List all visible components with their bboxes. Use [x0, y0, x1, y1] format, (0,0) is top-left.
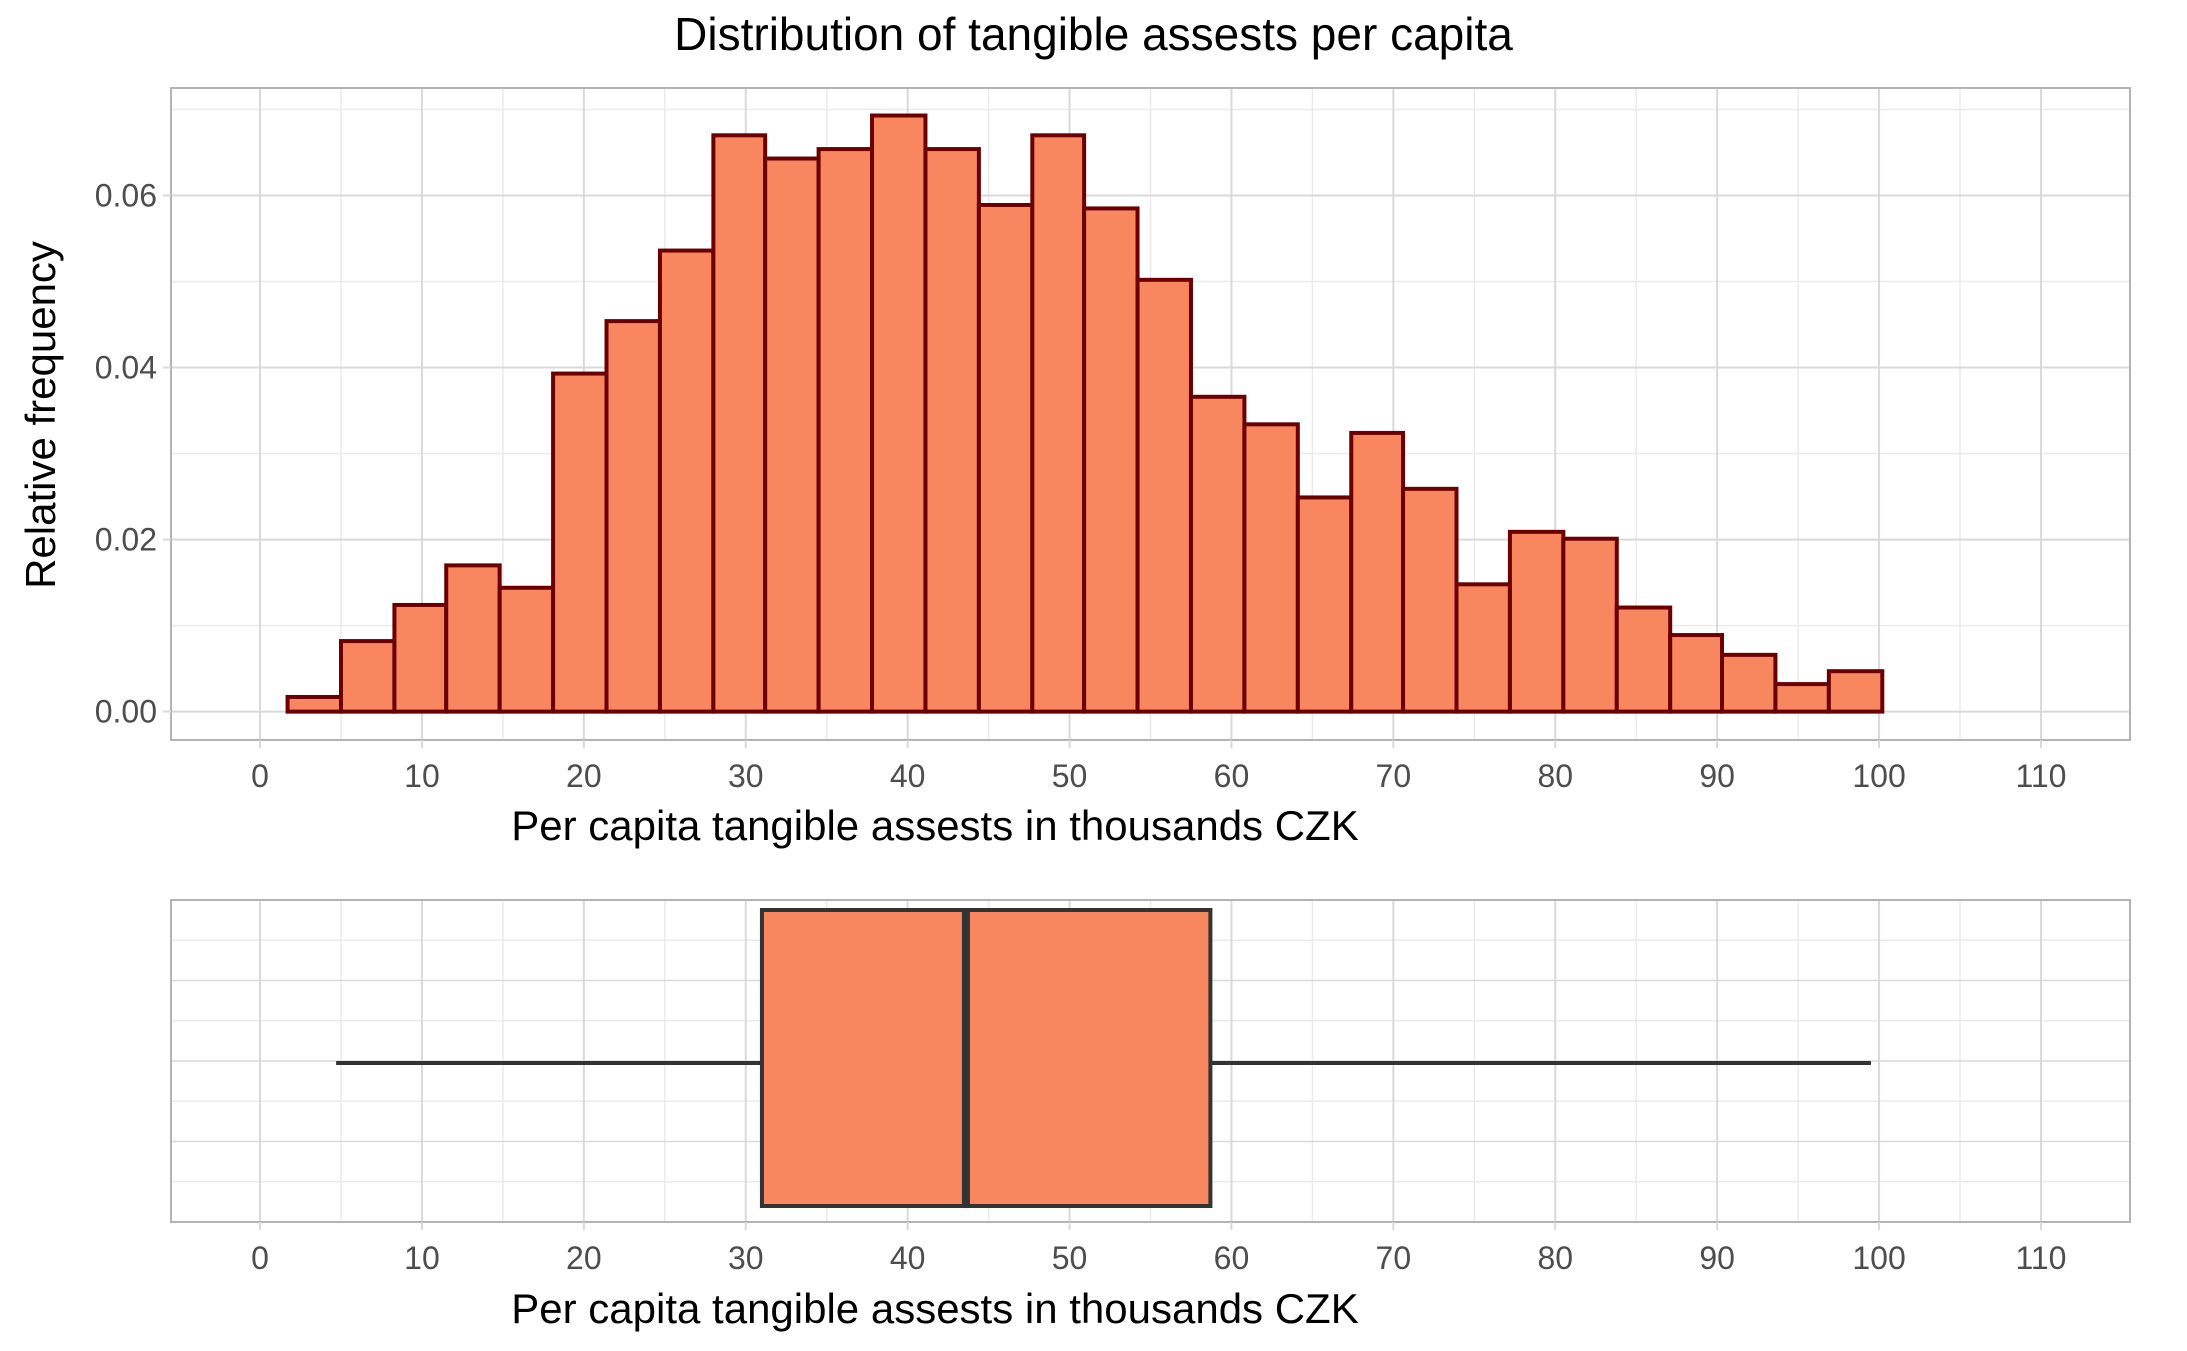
boxplot-x-tick-label: 60	[1214, 1240, 1250, 1276]
histogram-y-axis-title: Relative frequency	[17, 241, 64, 589]
histogram-bar	[1773, 682, 1831, 714]
histogram-bar	[1826, 669, 1885, 714]
histogram-x-tick-label: 90	[1699, 758, 1735, 794]
histogram-x-tick-label: 40	[890, 758, 926, 794]
histogram-bar	[923, 147, 981, 714]
histogram-bar	[604, 319, 662, 714]
histogram-bar	[1668, 633, 1725, 714]
histogram-panel-border	[170, 87, 2131, 741]
histogram-bar	[1082, 206, 1140, 714]
histogram-y-tick-label: 0.00	[95, 694, 157, 730]
histogram-bar	[1561, 536, 1619, 714]
histogram-x-tick-label: 70	[1376, 758, 1412, 794]
histogram-bar	[497, 585, 556, 714]
boxplot-x-tick-label: 110	[2015, 1240, 2066, 1276]
histogram-bar	[1507, 529, 1566, 714]
histogram-bar	[285, 694, 343, 714]
histogram-y-tick-label: 0.02	[95, 522, 157, 558]
histogram-bar	[338, 639, 397, 714]
histogram-bar	[976, 202, 1035, 714]
histogram-x-tick-label: 20	[566, 758, 602, 794]
boxplot-x-tick-label: 20	[566, 1240, 602, 1276]
boxplot-box	[759, 908, 1213, 1208]
boxplot-x-tick-label: 0	[251, 1240, 269, 1276]
histogram-x-tick-label: 0	[251, 758, 269, 794]
histogram-bar	[711, 133, 768, 714]
histogram-y-tick-label: 0.04	[95, 350, 157, 386]
histogram-bar	[1030, 133, 1087, 714]
histogram-x-tick-label: 110	[2015, 758, 2066, 794]
histogram-bar	[657, 248, 716, 714]
histogram-x-tick-label: 30	[728, 758, 764, 794]
histogram-bar	[551, 371, 609, 714]
boxplot-x-tick-label: 100	[1852, 1240, 1905, 1276]
boxplot-marks	[336, 908, 1871, 1208]
histogram-bar	[1720, 652, 1778, 714]
boxplot-x-axis-title: Per capita tangible assests in thousands…	[511, 1285, 1358, 1332]
histogram-x-axis-title: Per capita tangible assests in thousands…	[511, 802, 1358, 849]
boxplot-x-tick-label: 70	[1376, 1240, 1412, 1276]
histogram-x-tick-label: 80	[1537, 758, 1573, 794]
boxplot-panel-border	[170, 899, 2131, 1223]
histogram-x-tick-label: 10	[404, 758, 440, 794]
histogram-x-tick-label: 50	[1052, 758, 1088, 794]
boxplot-x-tick-label: 90	[1699, 1240, 1735, 1276]
histogram-bar	[1295, 495, 1354, 714]
boxplot-x-tick-label: 50	[1052, 1240, 1088, 1276]
boxplot-x-tick-label: 40	[890, 1240, 926, 1276]
histogram-bar	[816, 147, 875, 714]
histogram-bar	[1188, 394, 1247, 714]
boxplot-x-tick-label: 30	[728, 1240, 764, 1276]
histogram-bar	[763, 156, 821, 714]
histogram-bar	[1349, 430, 1406, 714]
histogram-bar	[1614, 605, 1673, 714]
boxplot-panel: 0 10 20 30 40 50 60 70 80 90 100 110 Per capita tan…	[170, 899, 2131, 1332]
histogram-bar	[392, 602, 449, 714]
boxplot-x-tick-label: 80	[1537, 1240, 1573, 1276]
histogram-x-tick-label: 60	[1214, 758, 1250, 794]
histogram-bar	[444, 563, 502, 714]
chart-title: Distribution of tangible assests per cap…	[674, 8, 1513, 60]
boxplot-x-tick-label: 10	[404, 1240, 440, 1276]
histogram-bar	[1135, 277, 1193, 714]
histogram-y-tick-label: 0.06	[95, 178, 157, 214]
histogram-bar	[1454, 582, 1512, 714]
histogram-panel: 0 10 20 30 40 50 60 70 80 90 100 110 0.000.020.040.…	[17, 87, 2131, 849]
histogram-x-ticks: 0 10 20 30 40 50 60 70 80 90 100 110	[251, 740, 2066, 794]
histogram-x-tick-label: 100	[1852, 758, 1905, 794]
histogram-bars	[285, 113, 1885, 714]
histogram-bar	[1401, 486, 1459, 714]
histogram-bar	[1242, 422, 1300, 714]
boxplot-x-ticks: 0 10 20 30 40 50 60 70 80 90 100 110	[251, 1222, 2066, 1276]
histogram-y-ticks: 0.00 0.02 0.04 0.06	[95, 178, 171, 730]
histogram-bar	[870, 113, 928, 714]
